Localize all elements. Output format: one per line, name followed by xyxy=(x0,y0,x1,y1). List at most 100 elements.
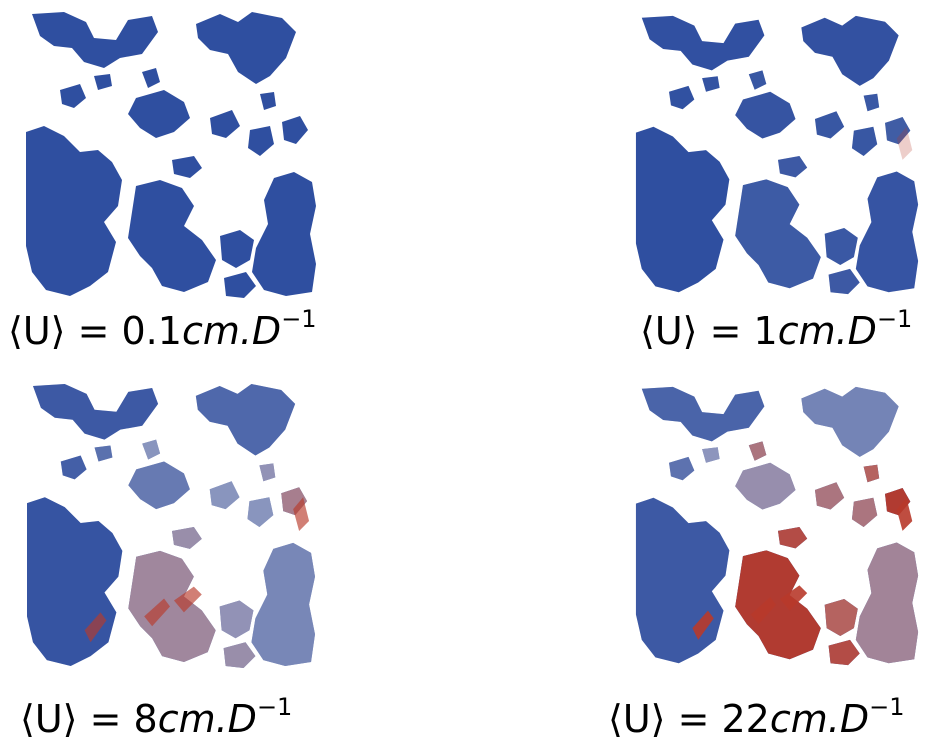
velocity-overlay xyxy=(735,550,821,660)
pore-region xyxy=(814,111,845,139)
velocity-overlay xyxy=(801,15,899,86)
high-velocity-streak xyxy=(750,597,777,625)
velocity-overlay xyxy=(209,481,240,510)
pore-region xyxy=(828,268,860,295)
pore-region xyxy=(172,156,202,178)
pore-region xyxy=(885,117,911,145)
velocity-field-map xyxy=(635,15,919,295)
velocity-overlay xyxy=(641,15,765,71)
velocity-overlay xyxy=(863,93,880,112)
velocity-overlay xyxy=(142,439,161,460)
velocity-overlay xyxy=(778,526,808,549)
velocity-overlay xyxy=(172,526,202,549)
velocity-overlay xyxy=(195,383,296,456)
high-velocity-streak xyxy=(692,610,714,640)
pore-region xyxy=(778,155,808,178)
pore-region xyxy=(60,455,87,480)
velocity-overlay xyxy=(702,447,720,463)
velocity-overlay xyxy=(814,111,845,139)
velocity-overlay xyxy=(735,91,796,139)
velocity-field-map xyxy=(27,383,316,669)
velocity-overlay xyxy=(851,126,878,156)
velocity-caption-4: ⟨U⟩ = 22cm.D−1 xyxy=(608,693,905,741)
velocity-field-map xyxy=(26,12,316,298)
velocity-overlay xyxy=(851,497,878,527)
pore-region xyxy=(128,461,190,510)
velocity-overlay xyxy=(863,464,880,483)
pore-region xyxy=(851,126,878,156)
pore-region xyxy=(735,179,821,289)
velocity-overlay xyxy=(32,383,159,440)
high-velocity-streak xyxy=(779,585,808,611)
high-velocity-streak xyxy=(896,126,913,160)
high-velocity-streak xyxy=(896,497,913,531)
velocity-overlay xyxy=(828,268,860,295)
porous-field-panel-4 xyxy=(634,382,922,670)
pore-region xyxy=(863,93,880,112)
high-velocity-streak xyxy=(293,497,310,531)
velocity-overlay xyxy=(669,456,695,481)
velocity-caption-1: ⟨U⟩ = 0.1cm.D−1 xyxy=(8,305,317,353)
pore-region xyxy=(128,180,216,292)
pore-region xyxy=(635,126,730,293)
velocity-overlay xyxy=(641,386,765,442)
velocity-overlay xyxy=(814,482,845,510)
velocity-overlay xyxy=(219,600,254,639)
pore-region xyxy=(220,230,254,268)
pore-region xyxy=(128,90,190,138)
velocity-overlay xyxy=(635,126,730,293)
velocity-overlay xyxy=(778,155,808,178)
velocity-overlay xyxy=(801,386,899,457)
velocity-overlay xyxy=(635,497,730,664)
pore-region xyxy=(94,445,113,462)
velocity-caption-3: ⟨U⟩ = 8cm.D−1 xyxy=(20,693,293,741)
velocity-overlay xyxy=(60,455,87,480)
velocity-overlay xyxy=(824,598,858,636)
velocity-overlay xyxy=(855,542,919,664)
pore-region xyxy=(282,116,308,144)
velocity-caption-2: ⟨U⟩ = 1cm.D−1 xyxy=(640,305,913,353)
pore-region xyxy=(748,70,767,90)
pore-region xyxy=(669,85,695,110)
pore-region xyxy=(94,74,112,90)
pore-region xyxy=(195,383,296,456)
velocity-overlay xyxy=(128,461,190,510)
velocity-overlay xyxy=(128,550,216,663)
high-velocity-streak xyxy=(84,612,107,643)
velocity-overlay xyxy=(247,497,274,527)
porous-field-panel-2 xyxy=(634,10,922,300)
pore-region xyxy=(248,126,274,156)
pore-region xyxy=(196,12,296,84)
pore-region xyxy=(824,227,858,265)
velocity-overlay xyxy=(828,639,860,666)
velocity-overlay xyxy=(885,117,911,145)
pore-region xyxy=(60,84,86,108)
velocity-overlay xyxy=(735,462,796,510)
velocity-overlay xyxy=(259,463,276,482)
pore-region xyxy=(32,383,159,440)
pore-region xyxy=(26,126,122,296)
velocity-overlay xyxy=(855,171,919,293)
pore-region xyxy=(641,15,765,71)
pore-region xyxy=(32,12,158,68)
pore-region xyxy=(669,456,695,481)
pore-region xyxy=(210,110,240,138)
pore-region xyxy=(252,172,316,296)
pore-region xyxy=(735,91,796,139)
velocity-overlay xyxy=(27,497,123,667)
high-velocity-streak xyxy=(173,586,202,613)
velocity-overlay xyxy=(824,227,858,265)
velocity-overlay xyxy=(94,445,113,462)
pore-region xyxy=(702,76,720,92)
velocity-overlay xyxy=(669,85,695,110)
pore-region xyxy=(260,92,276,110)
velocity-overlay xyxy=(748,70,767,90)
velocity-overlay xyxy=(735,179,821,289)
pore-region xyxy=(142,68,160,88)
pore-region xyxy=(801,15,899,86)
velocity-overlay xyxy=(223,642,256,669)
velocity-overlay xyxy=(702,76,720,92)
pore-region xyxy=(224,272,256,298)
pore-region xyxy=(855,171,919,293)
porous-field-panel-1 xyxy=(24,10,320,300)
